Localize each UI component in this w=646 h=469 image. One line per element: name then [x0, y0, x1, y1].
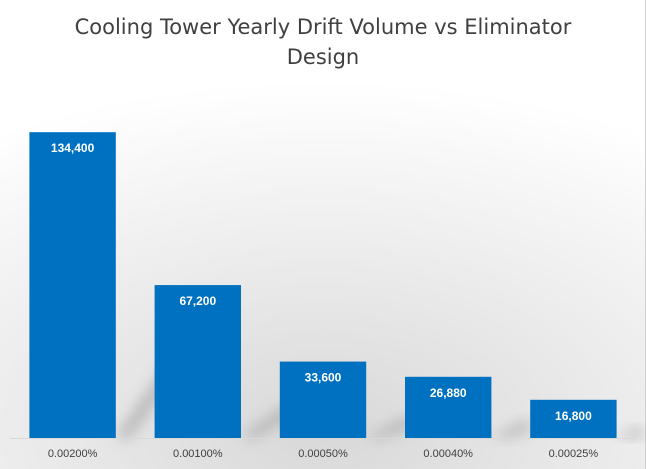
data-label: 33,600 [305, 371, 342, 385]
bar [279, 361, 367, 438]
bar [530, 399, 617, 438]
x-axis-tick-labels: 0.00200% 0.00100% 0.00050% 0.00040% 0.00025% [48, 448, 599, 460]
data-label: 26,880 [430, 386, 467, 400]
x-tick-label: 0.00040% [423, 448, 473, 460]
chart-title: Cooling Tower Yearly Drift Volume vs Eli… [74, 15, 572, 69]
bar [154, 285, 241, 438]
data-label: 16,800 [555, 409, 592, 423]
x-tick-label: 0.00100% [173, 448, 223, 460]
data-label: 67,200 [179, 294, 216, 308]
bars [29, 132, 617, 438]
bar [29, 132, 116, 438]
bar [405, 376, 492, 438]
x-tick-label: 0.00025% [549, 448, 599, 460]
data-labels: 134,400 67,200 33,600 26,880 16,800 [51, 141, 592, 423]
bar-shadow [616, 427, 646, 438]
x-tick-label: 0.00200% [48, 448, 98, 460]
data-label: 134,400 [51, 141, 95, 155]
x-tick-label: 0.00050% [298, 448, 348, 460]
bar-shadow [491, 420, 536, 438]
